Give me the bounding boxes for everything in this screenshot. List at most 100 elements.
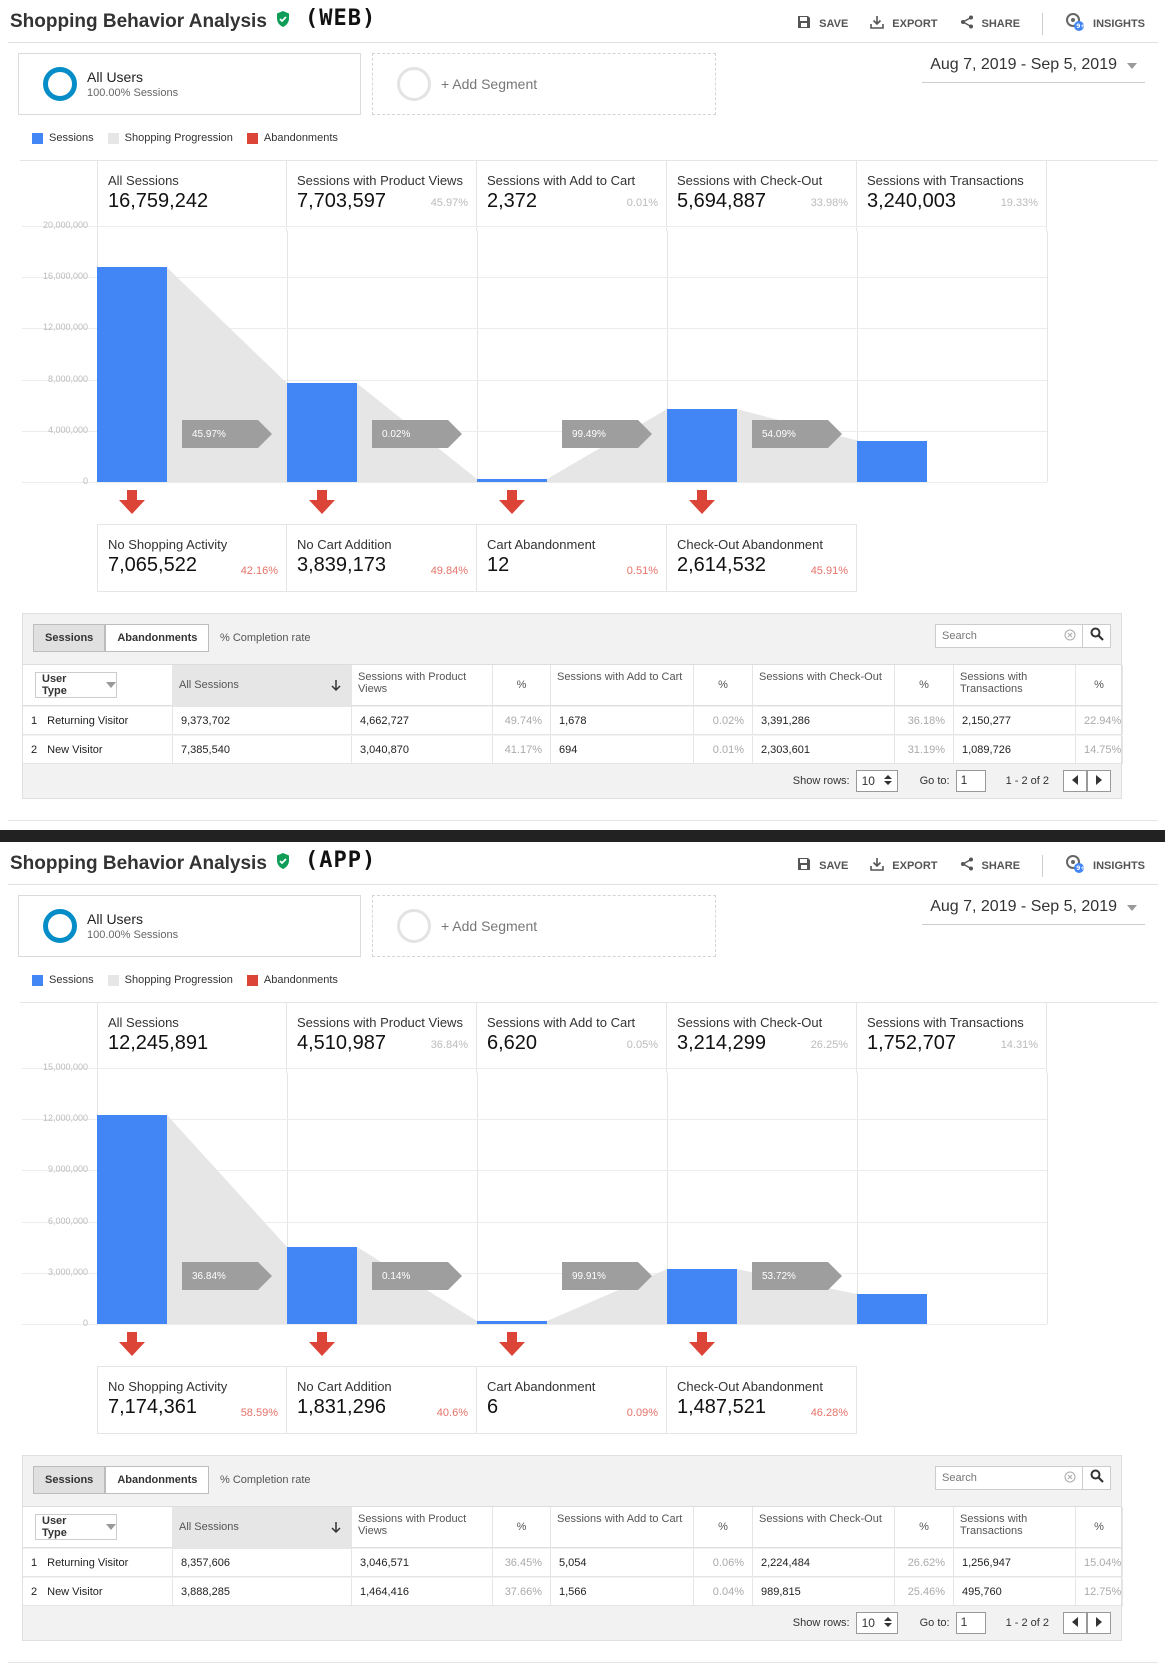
table-row[interactable]: 2 New Visitor 3,888,285 1,464,416 37.66% 1,56… — [23, 1578, 1123, 1606]
share-button[interactable]: SHARE — [960, 15, 1021, 32]
table-header-row: User Type All Sessions Sessions with Produ… — [23, 1506, 1123, 1549]
explorer-table: Sessions Abandonments % Completion rate Sea… — [22, 613, 1123, 799]
abandonment-arrow-icon — [309, 1332, 335, 1361]
table-row[interactable]: 1 Returning Visitor 9,373,702 4,662,727 49.7… — [23, 707, 1123, 735]
stage-label: Sessions with Add to Cart — [487, 173, 636, 188]
export-button[interactable]: EXPORT — [870, 15, 938, 32]
column-header[interactable]: % — [895, 665, 954, 707]
column-header[interactable]: % — [694, 665, 753, 707]
share-button[interactable]: SHARE — [960, 857, 1020, 874]
legend-label: Abandonments — [263, 132, 338, 144]
save-button[interactable]: SAVE — [797, 15, 848, 32]
column-header[interactable]: Sessions with Add to Cart — [551, 1507, 694, 1549]
row-user-type[interactable]: Returning Visitor — [47, 715, 129, 727]
tab-sessions[interactable]: Sessions — [33, 1466, 106, 1494]
stage-label: Sessions with Product Views — [297, 173, 463, 188]
column-header[interactable]: % — [1076, 665, 1123, 707]
next-page-button[interactable] — [1087, 1612, 1111, 1634]
sessions-bar[interactable] — [287, 383, 357, 482]
row-dimension: 2 New Visitor — [23, 736, 173, 764]
clear-search-icon[interactable] — [1064, 629, 1076, 644]
next-page-button[interactable] — [1087, 770, 1111, 792]
date-range-picker[interactable]: Aug 7, 2019 - Sep 5, 2019 — [922, 898, 1145, 925]
add-segment-button[interactable]: + Add Segment — [372, 53, 716, 115]
column-header[interactable]: Sessions with Product Views — [352, 1507, 493, 1549]
insights-button[interactable]: 9+ INSIGHTS — [1065, 854, 1145, 877]
goto-input[interactable]: 1 — [955, 770, 986, 792]
column-header[interactable]: Sessions with Add to Cart — [551, 665, 694, 707]
sessions-bar[interactable] — [477, 479, 547, 482]
column-header[interactable]: % — [493, 665, 551, 707]
share-button-label: SHARE — [981, 17, 1021, 30]
column-header[interactable]: % — [493, 1507, 551, 1549]
show-rows-select[interactable]: 10 — [855, 1612, 898, 1634]
legend-swatch — [32, 132, 43, 144]
user-type-dropdown[interactable]: User Type — [35, 1514, 117, 1540]
row-user-type[interactable]: Returning Visitor — [47, 1557, 129, 1569]
insights-button[interactable]: 9+ INSIGHTS — [1065, 12, 1145, 35]
sessions-bar[interactable] — [667, 409, 737, 482]
stage-value: 12,245,891 — [108, 1032, 209, 1054]
row-user-type[interactable]: New Visitor — [47, 1586, 103, 1598]
user-type-dropdown[interactable]: User Type — [35, 672, 117, 698]
sorted-column-header[interactable]: All Sessions — [173, 665, 352, 707]
previous-page-button[interactable] — [1063, 770, 1087, 792]
previous-page-button[interactable] — [1063, 1612, 1087, 1634]
tab-abandonments[interactable]: Abandonments — [105, 624, 210, 652]
abandonment-box: No Cart Addition 1,831,296 40.6% — [287, 1366, 477, 1434]
stage-label: Sessions with Transactions — [867, 1015, 1024, 1030]
show-rows-select[interactable]: 10 — [855, 770, 898, 792]
table-row[interactable]: 1 Returning Visitor 8,357,606 3,046,571 36.4… — [23, 1549, 1123, 1577]
export-button[interactable]: EXPORT — [870, 857, 938, 874]
search-input[interactable]: Search — [935, 624, 1083, 648]
segment-all-users[interactable]: All Users 100.00% Sessions — [18, 895, 361, 957]
segment-all-users[interactable]: All Users 100.00% Sessions — [18, 53, 361, 115]
column-header[interactable]: Sessions with Transactions — [954, 665, 1076, 707]
tab-abandonments[interactable]: Abandonments — [105, 1466, 210, 1494]
clear-search-icon[interactable] — [1064, 1471, 1076, 1486]
sessions-bar[interactable] — [97, 267, 167, 482]
sessions-bar[interactable] — [477, 1321, 547, 1324]
sessions-bar[interactable] — [857, 1294, 927, 1324]
sessions-bar[interactable] — [857, 440, 927, 482]
goto-input[interactable]: 1 — [955, 1612, 986, 1634]
abandonment-percent: 42.16% — [240, 565, 278, 577]
tab-sessions[interactable]: Sessions — [33, 624, 106, 652]
search-input[interactable]: Search — [935, 1466, 1083, 1490]
sorted-column-header[interactable]: All Sessions — [173, 1507, 352, 1549]
chevron-left-icon — [1071, 774, 1079, 788]
search-button[interactable] — [1083, 1466, 1111, 1490]
abandonment-box: Check-Out Abandonment 2,614,532 45.91% — [667, 524, 857, 592]
table-cell-value: 9,373,702 — [173, 707, 352, 735]
column-header[interactable]: % — [895, 1507, 954, 1549]
table-cell-value: 3,391,286 — [753, 707, 895, 735]
y-tick-label: 12,000,000 — [42, 322, 88, 333]
sessions-bar[interactable] — [667, 1269, 737, 1324]
abandonment-percent: 49.84% — [430, 565, 468, 577]
date-range-picker[interactable]: Aug 7, 2019 - Sep 5, 2019 — [922, 56, 1145, 83]
column-header[interactable]: % — [694, 1507, 753, 1549]
column-header[interactable]: Sessions with Product Views — [352, 665, 493, 707]
insights-button-label: INSIGHTS — [1093, 17, 1145, 30]
progression-flow-shape — [167, 1115, 287, 1324]
column-header[interactable]: Sessions with Check-Out — [753, 1507, 895, 1549]
stage-percent: 36.84% — [430, 1039, 468, 1051]
table-cell-value: 1,464,416 — [352, 1578, 493, 1606]
sessions-bar[interactable] — [97, 1115, 167, 1324]
legend-swatch — [246, 132, 258, 144]
table-row[interactable]: 2 New Visitor 7,385,540 3,040,870 41.17% 694 0… — [23, 736, 1123, 764]
search-button[interactable] — [1083, 624, 1111, 648]
stage-header: Sessions with Product Views 7,703,597 45.9… — [287, 161, 477, 231]
abandonment-arrow-icon — [499, 490, 525, 519]
column-header[interactable]: Sessions with Check-Out — [753, 665, 895, 707]
row-user-type[interactable]: New Visitor — [47, 744, 103, 756]
column-header[interactable]: Sessions with Transactions — [954, 1507, 1076, 1549]
column-header[interactable]: % — [1076, 1507, 1123, 1549]
stage-percent: 0.01% — [626, 197, 658, 209]
column-divider — [1047, 231, 1048, 482]
add-segment-button[interactable]: + Add Segment — [372, 895, 716, 957]
stage-header: Sessions with Transactions 1,752,707 14.31… — [857, 1003, 1047, 1073]
sessions-bar[interactable] — [287, 1247, 357, 1324]
column-header-label: Sessions with Transactions — [960, 1513, 1028, 1537]
save-button[interactable]: SAVE — [797, 857, 848, 874]
